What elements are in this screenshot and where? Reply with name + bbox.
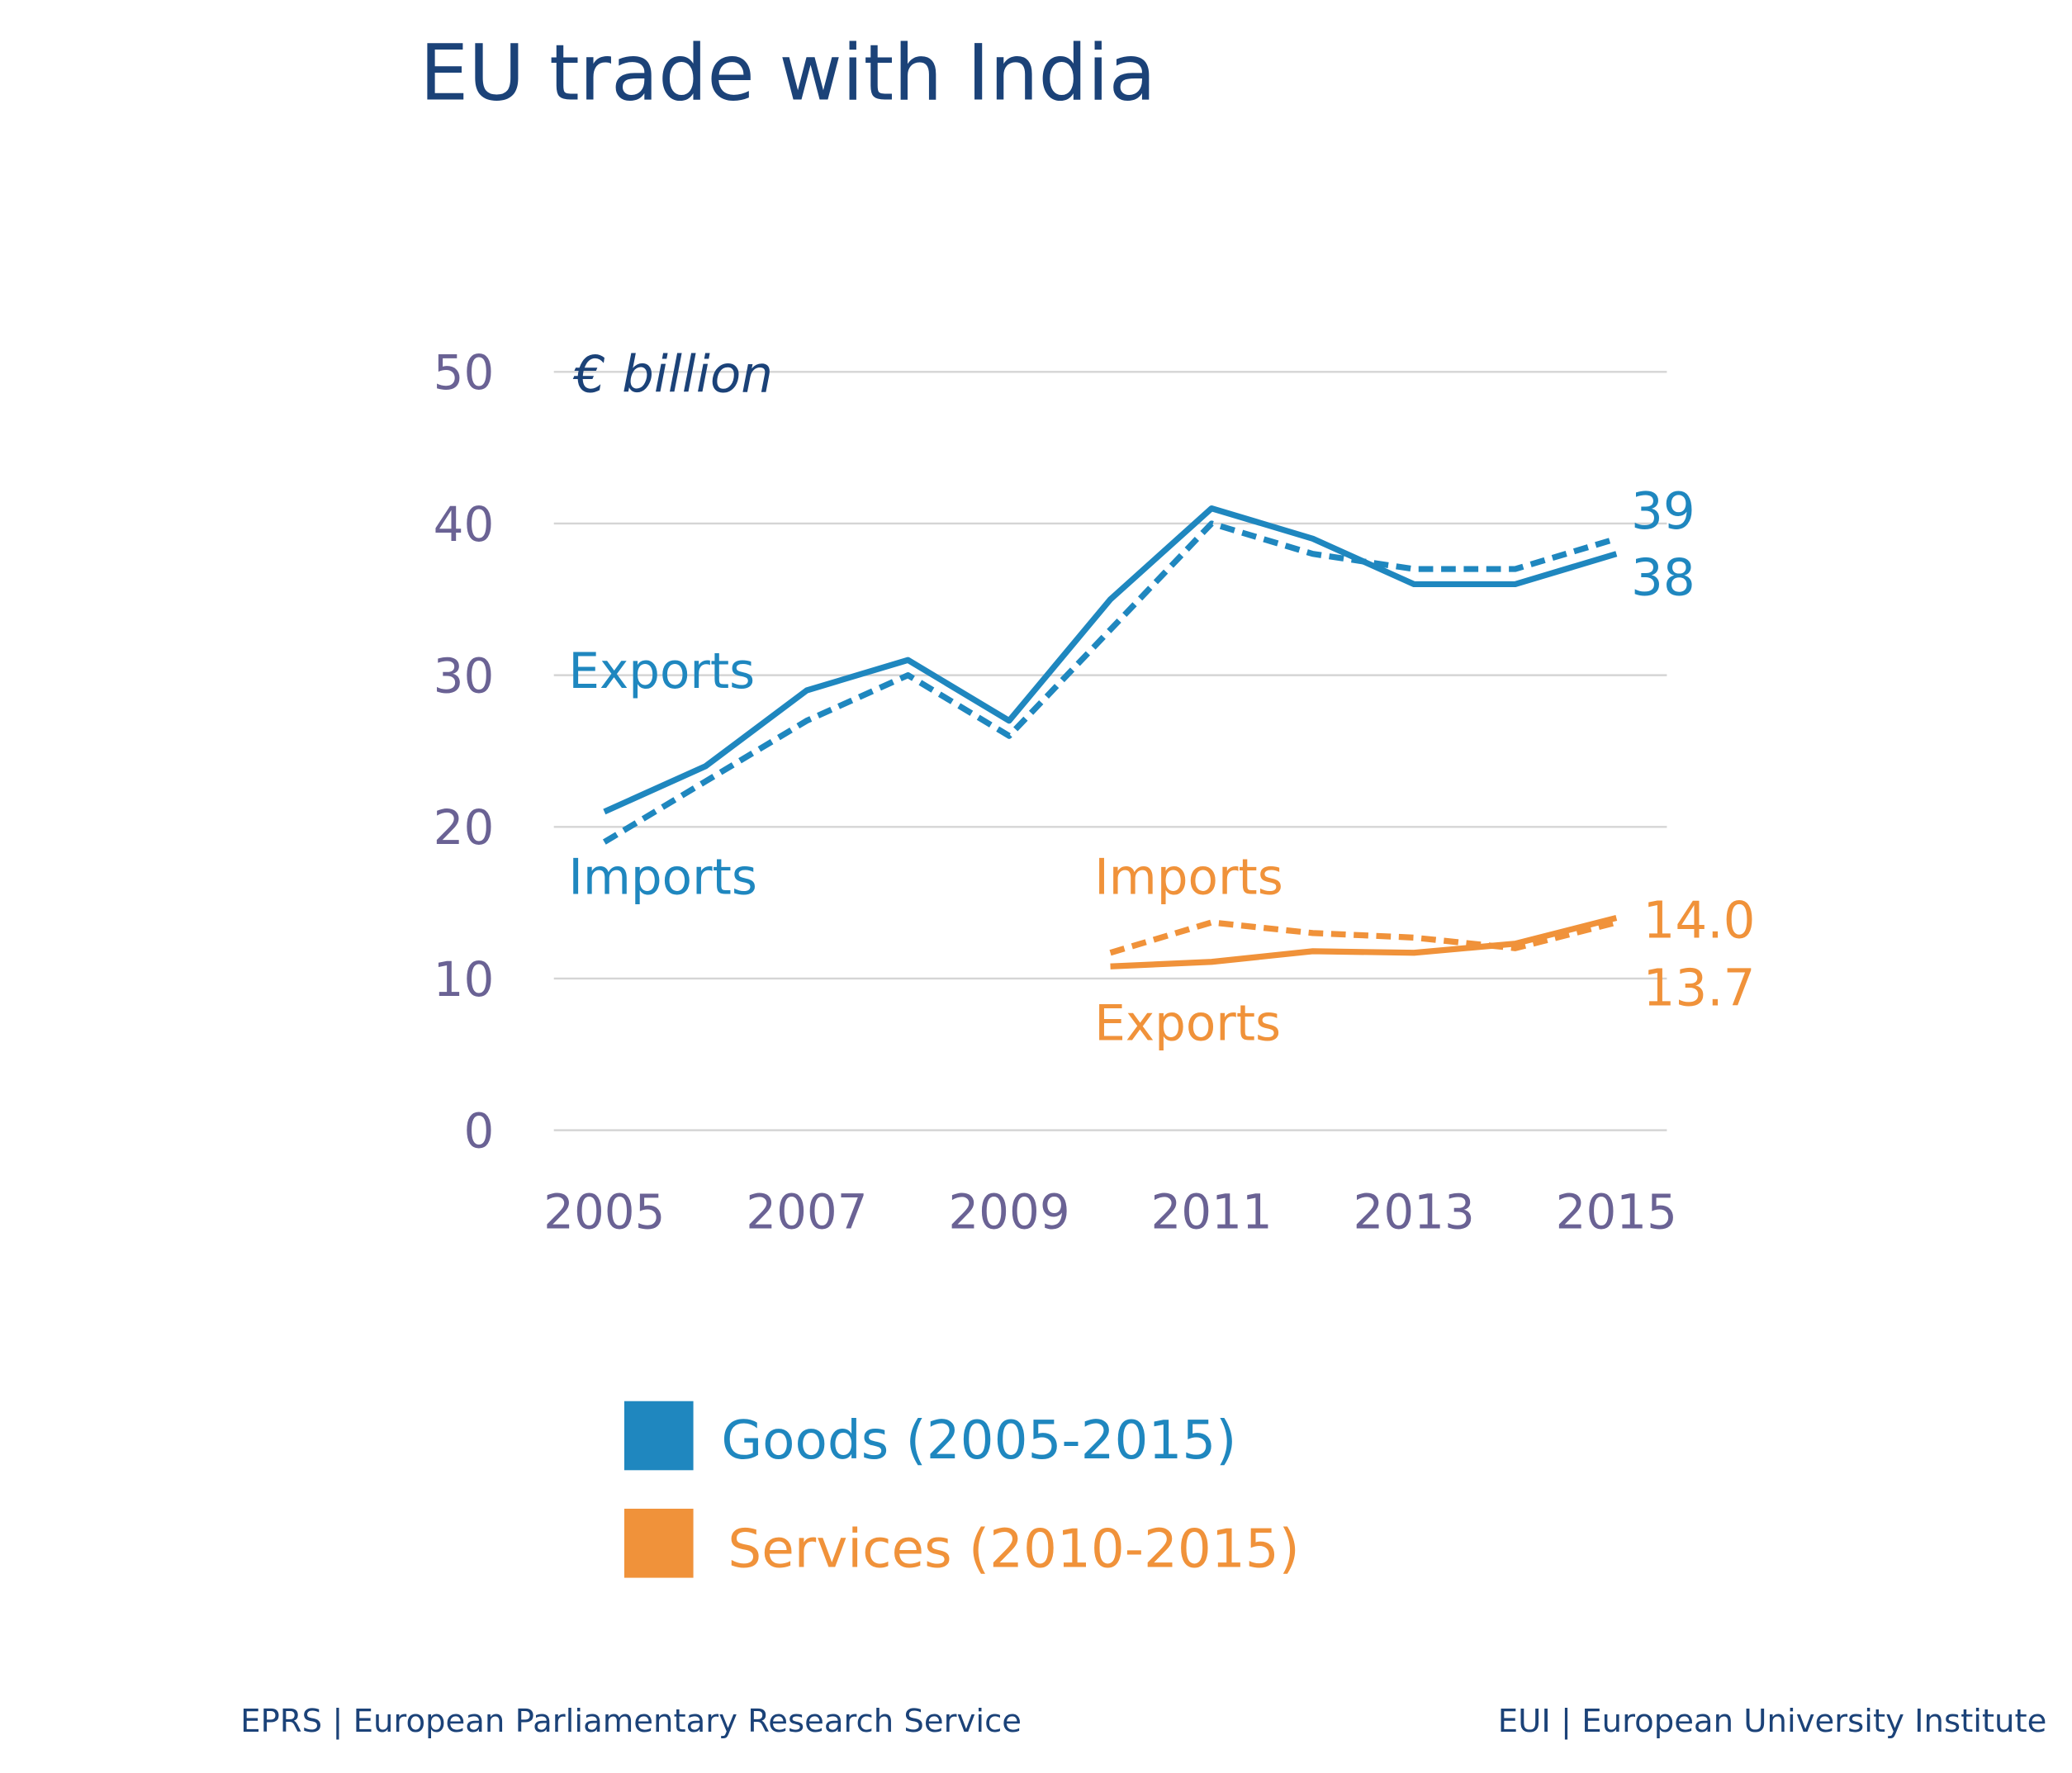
chart-title: EU trade with India — [420, 28, 1156, 118]
grid — [553, 371, 1667, 1131]
series-line-goods-exports — [603, 505, 1618, 815]
x-tick-label: 2011 — [1150, 1184, 1272, 1240]
end-label-services-exports: 14.0 — [1643, 891, 1755, 950]
unit-label: € billion — [572, 345, 773, 404]
end-label-services-imports: 13.7 — [1643, 959, 1755, 1017]
end-label-goods-exports: 38 — [1631, 548, 1695, 607]
y-tick-label: 0 — [464, 1103, 495, 1159]
x-tick-label: 2007 — [746, 1184, 867, 1240]
y-tick-label: 10 — [434, 951, 495, 1007]
y-axis: 0 10 20 30 40 50 — [434, 344, 495, 1159]
series-line-services-imports — [1109, 919, 1618, 956]
series-line-services-exports — [1110, 914, 1618, 969]
x-axis: 2005 2007 2009 2011 2013 2015 — [543, 1184, 1677, 1240]
series-lines — [602, 505, 1618, 969]
x-tick-label: 2013 — [1354, 1184, 1475, 1240]
goods-exports-label: Exports — [568, 643, 755, 700]
end-label-goods-imports: 39 — [1631, 482, 1695, 541]
y-tick-label: 50 — [434, 344, 495, 401]
y-tick-label: 40 — [434, 496, 495, 552]
legend-swatch-services — [623, 1508, 694, 1578]
y-tick-label: 20 — [434, 799, 495, 856]
x-tick-label: 2009 — [948, 1184, 1069, 1240]
series-line-goods-imports — [602, 520, 1618, 845]
legend-label-goods: Goods (2005-2015) — [721, 1410, 1236, 1472]
footer-right: EUI | European University Institute — [1498, 1703, 2047, 1740]
y-tick-label: 30 — [434, 648, 495, 704]
services-exports-label: Exports — [1094, 995, 1281, 1052]
legend-swatch-goods — [623, 1401, 694, 1471]
legend-label-services: Services (2010-2015) — [728, 1519, 1299, 1581]
x-tick-label: 2005 — [543, 1184, 665, 1240]
x-tick-label: 2015 — [1556, 1184, 1677, 1240]
goods-imports-label: Imports — [568, 849, 756, 906]
footer-left: EPRS | European Parliamentary Research S… — [240, 1703, 1022, 1740]
services-imports-label: Imports — [1094, 849, 1283, 906]
